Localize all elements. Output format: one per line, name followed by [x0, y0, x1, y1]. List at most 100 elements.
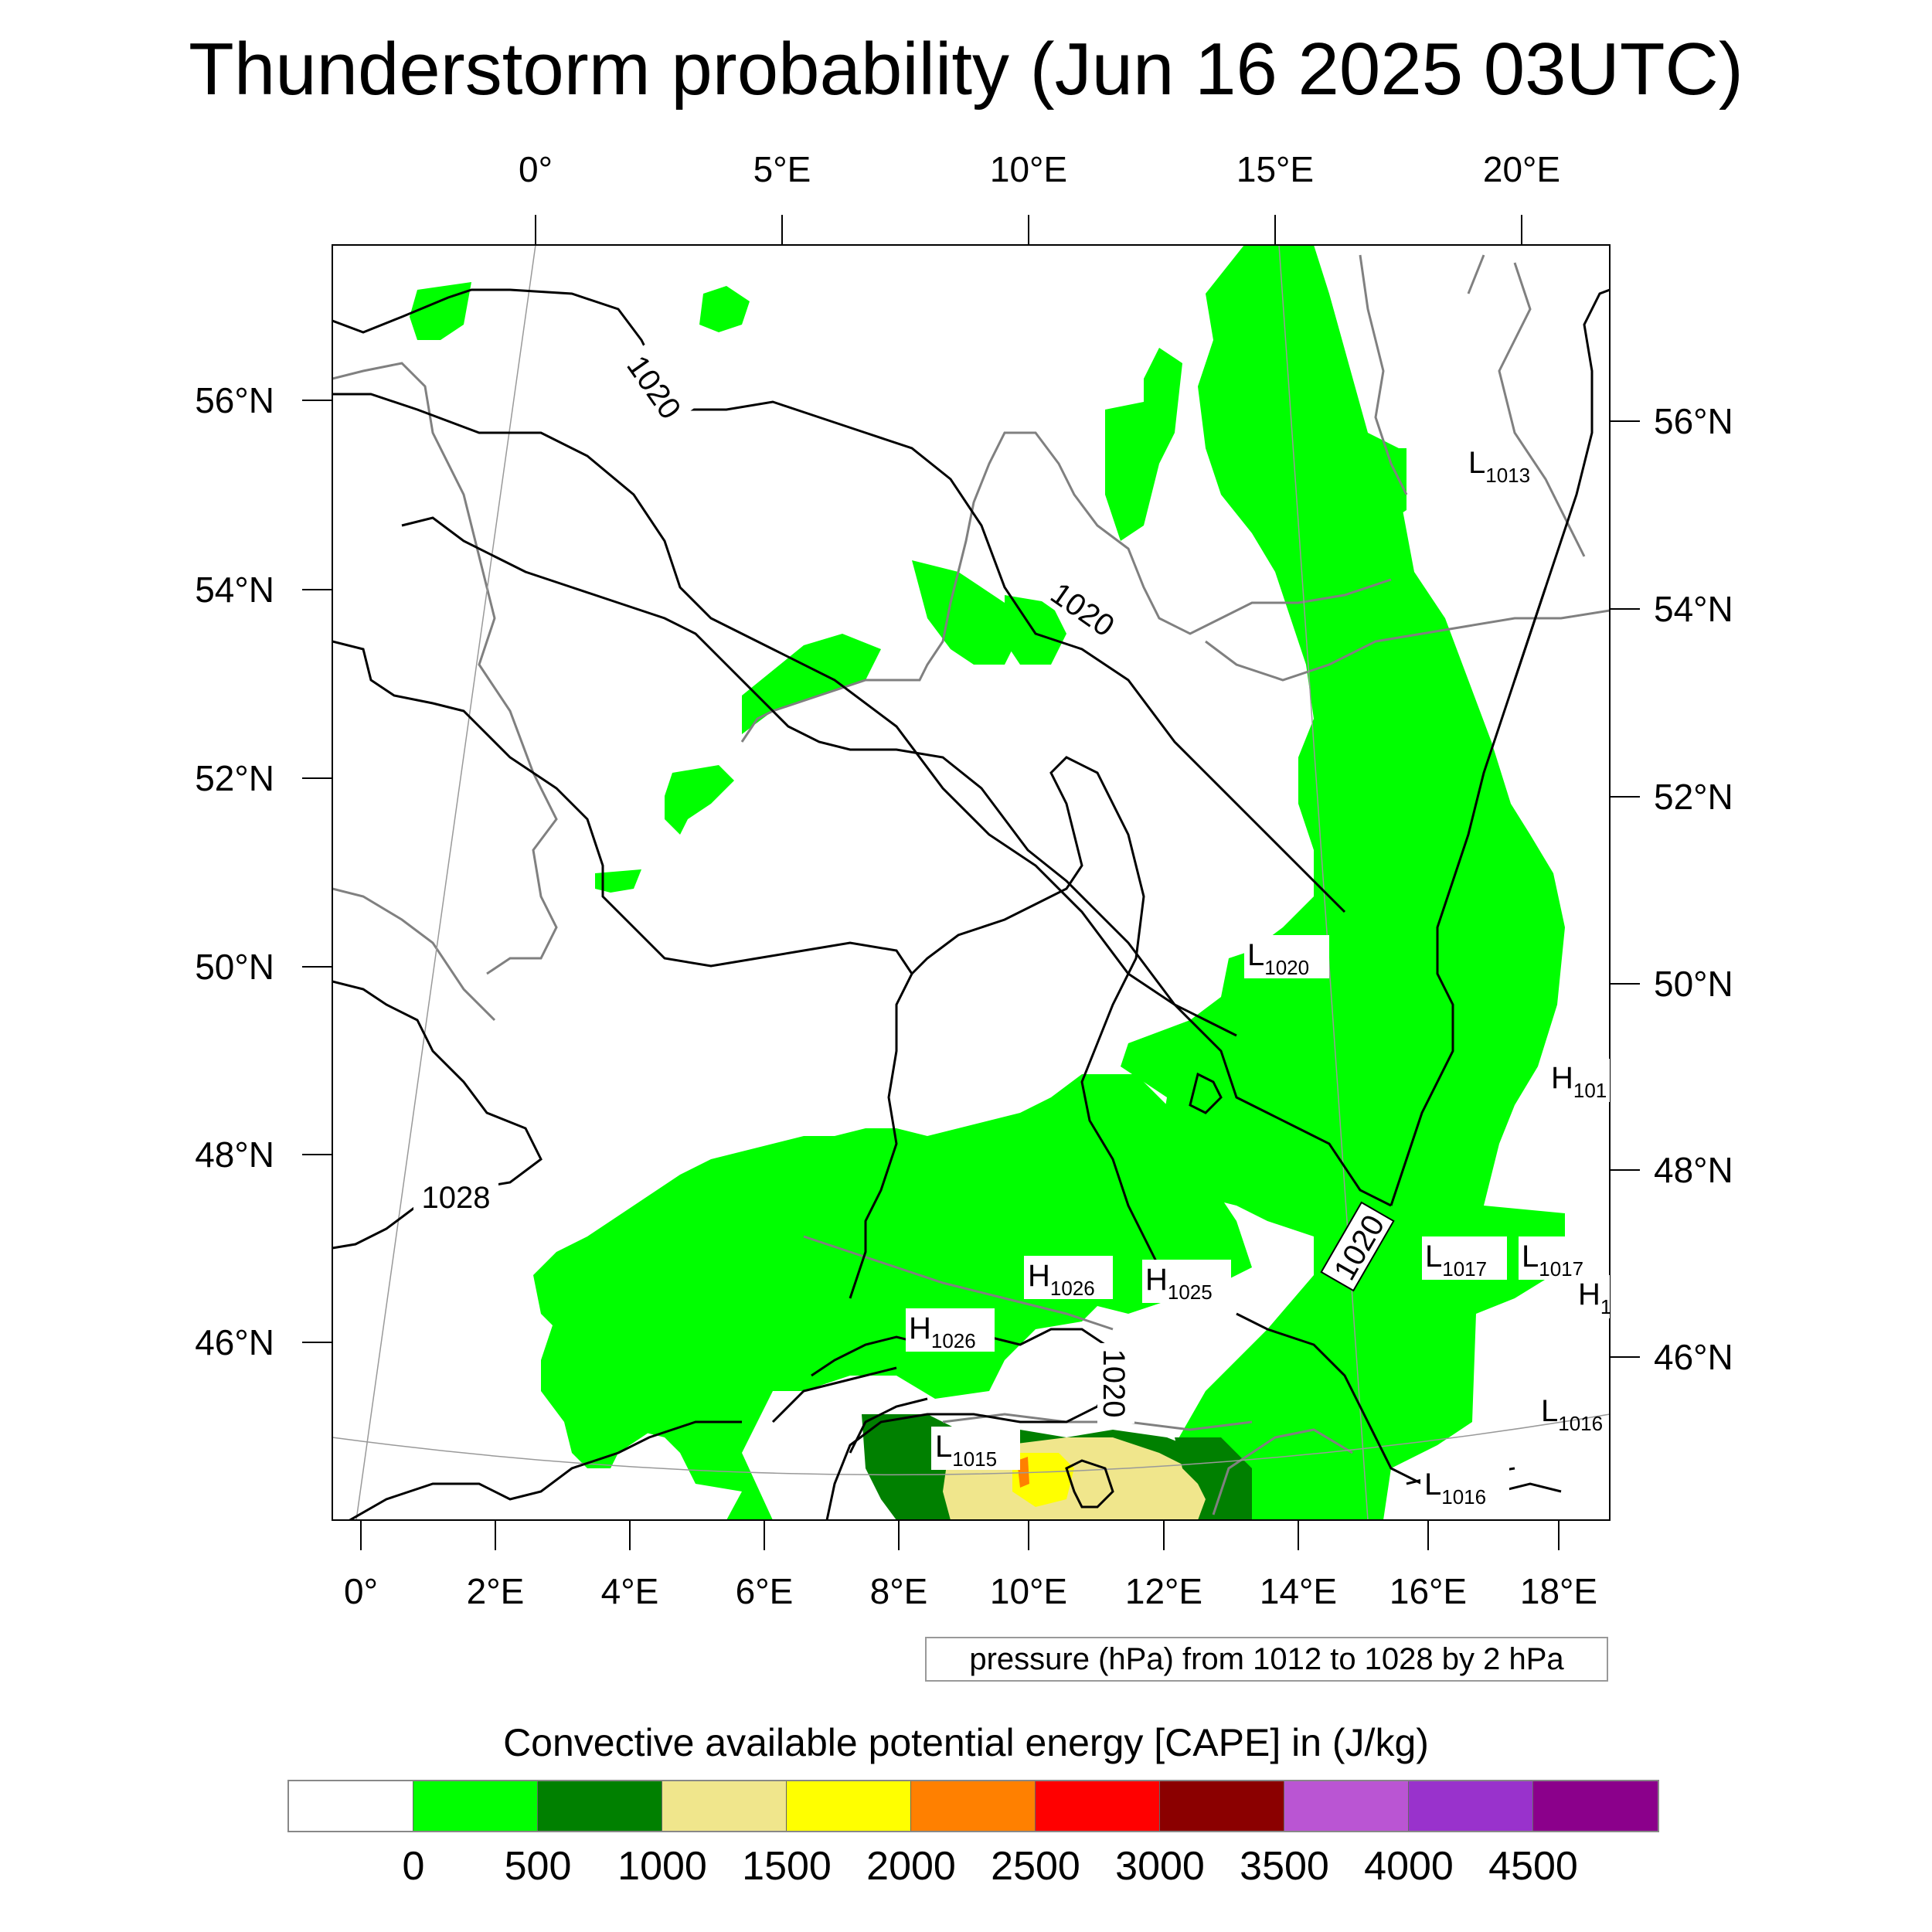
colorbar-title: Convective available potential energy [C…: [503, 1721, 1429, 1764]
parallel-45n: [332, 1413, 1610, 1476]
colorbar-swatch: [1409, 1781, 1533, 1831]
pressure-center: L1016: [1420, 1464, 1509, 1509]
right-lat-label: 56°N: [1654, 401, 1733, 441]
isobars: [332, 288, 1610, 1520]
svg-text:L1015: L1015: [935, 1430, 997, 1471]
bottom-lon-label: 2°E: [467, 1571, 525, 1611]
cape-cell: [541, 1314, 665, 1468]
bottom-lon-label: 12°E: [1125, 1571, 1202, 1611]
svg-text:L1016: L1016: [1424, 1468, 1486, 1509]
meridian-0: [355, 245, 536, 1520]
cape-region-south: [533, 1074, 1252, 1520]
isobar: [771, 1366, 928, 1454]
colorbar: [287, 1780, 1659, 1832]
cape-region-east: [1121, 245, 1565, 1520]
colorbar-swatch: [1160, 1781, 1284, 1831]
colorbar-label: 1500: [742, 1844, 832, 1889]
cape-cell: [1360, 448, 1406, 526]
bottom-lon-label: 10°E: [990, 1571, 1067, 1611]
pressure-center: H101: [1548, 1059, 1610, 1102]
svg-text:L1016: L1016: [1541, 1394, 1603, 1435]
bottom-lon-label: 8°E: [870, 1571, 928, 1611]
pressure-centers: L1013 L1020 H101 L1017 L1017 H1 H1026 H: [906, 446, 1611, 1509]
right-lat-label: 52°N: [1654, 777, 1733, 817]
svg-text:L1017: L1017: [1522, 1240, 1583, 1281]
bottom-longitude-labels: 0° 2°E 4°E 6°E 8°E 10°E 12°E 14°E 16°E 1…: [344, 1571, 1597, 1611]
cape-cell: [1144, 348, 1182, 464]
colorbar-label: 4500: [1488, 1844, 1578, 1889]
top-lon-label: 0°: [519, 149, 553, 189]
tick-marks: [302, 215, 1640, 1550]
border-line: [1205, 609, 1610, 682]
chart-title: Thunderstorm probability (Jun 16 2025 03…: [189, 28, 1743, 111]
pressure-center: H1026: [906, 1308, 995, 1352]
right-lat-label: 54°N: [1654, 589, 1733, 629]
right-latitude-labels: 56°N 54°N 52°N 50°N 48°N 46°N: [1654, 401, 1733, 1377]
pressure-caption: pressure (hPa) from 1012 to 1028 by 2 hP…: [925, 1637, 1608, 1682]
isobar: [332, 640, 913, 1299]
cape-cell: [410, 282, 471, 340]
cape-cell: [699, 286, 750, 332]
border-line: [803, 1235, 1114, 1331]
isobar-label: 1028: [422, 1181, 491, 1215]
meridian-15e: [1278, 245, 1369, 1520]
pressure-center: L1013: [1468, 446, 1530, 487]
svg-text:H1026: H1026: [1028, 1259, 1095, 1300]
colorbar-label: 3000: [1115, 1844, 1205, 1889]
pressure-center: L1017: [1422, 1236, 1507, 1281]
isobar: [1389, 587, 1547, 1206]
pressure-center: H1025: [1142, 1260, 1231, 1304]
right-lat-label: 46°N: [1654, 1337, 1733, 1377]
svg-text:L1013: L1013: [1468, 446, 1530, 487]
cape-cell: [595, 869, 641, 893]
colorbar-swatch: [662, 1781, 787, 1831]
cape-cell: [742, 634, 881, 734]
colorbar-swatch: [787, 1781, 911, 1831]
top-lon-label: 10°E: [990, 149, 1067, 189]
colorbar-swatch: [911, 1781, 1036, 1831]
svg-text:L1017: L1017: [1425, 1240, 1487, 1281]
coastline-continent: [740, 431, 1392, 743]
isobar: [1189, 1072, 1223, 1114]
colorbar-label: 3500: [1240, 1844, 1329, 1889]
svg-text:H1: H1: [1578, 1277, 1611, 1318]
svg-text:H1025: H1025: [1145, 1263, 1213, 1304]
colorbar-label: 1000: [617, 1844, 707, 1889]
pressure-center: H1026: [1024, 1256, 1113, 1300]
isobar: [347, 1420, 742, 1520]
cape-cell: [1229, 1005, 1283, 1097]
colorbar-swatch: [289, 1781, 413, 1831]
graticule: [332, 245, 1610, 1520]
pressure-center: L1017: [1519, 1236, 1604, 1281]
isobar: [910, 756, 1161, 1268]
isobar: [1065, 1459, 1114, 1509]
coastline-east: [1467, 254, 1586, 557]
coastlines: [332, 254, 1610, 1515]
left-lat-label: 48°N: [195, 1134, 274, 1175]
top-longitude-labels: 0° 5°E 10°E 15°E 20°E: [519, 149, 1560, 189]
isobar: [1513, 288, 1610, 681]
left-lat-label: 46°N: [195, 1322, 274, 1362]
left-lat-label: 52°N: [195, 758, 274, 798]
right-lat-label: 50°N: [1654, 964, 1733, 1004]
colorbar-swatch: [1284, 1781, 1409, 1831]
isobar: [332, 288, 1346, 913]
left-lat-label: 54°N: [195, 570, 274, 610]
colorbar-label: 2500: [991, 1844, 1080, 1889]
svg-text:H101: H101: [1551, 1061, 1607, 1102]
border-line: [332, 887, 496, 1022]
left-latitude-labels: 56°N 54°N 52°N 50°N 48°N 46°N: [195, 380, 274, 1362]
pressure-center: L1015: [931, 1427, 1020, 1471]
pressure-center: L1016: [1541, 1394, 1603, 1435]
cape-cell: [912, 560, 1020, 665]
bottom-lon-label: 4°E: [601, 1571, 659, 1611]
bottom-lon-label: 6°E: [736, 1571, 794, 1611]
left-lat-label: 56°N: [195, 380, 274, 420]
cape-cell: [665, 765, 734, 835]
pressure-center: H1: [1575, 1275, 1611, 1318]
top-lon-label: 15°E: [1236, 149, 1314, 189]
colorbar-label: 4000: [1364, 1844, 1454, 1889]
svg-text:H1026: H1026: [909, 1311, 976, 1352]
bottom-lon-label: 14°E: [1260, 1571, 1337, 1611]
